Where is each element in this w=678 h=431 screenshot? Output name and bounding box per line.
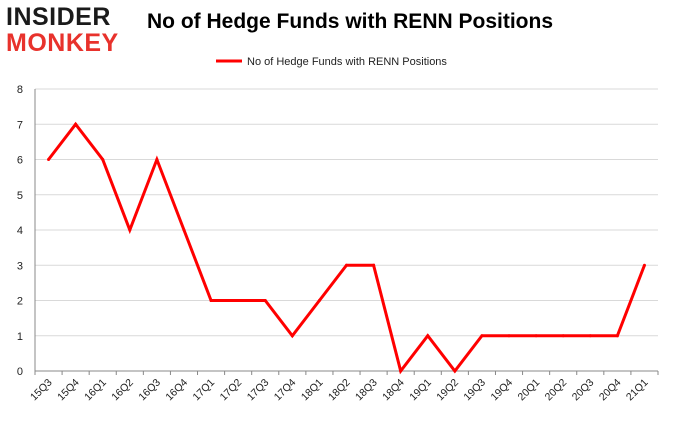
data-point — [642, 263, 646, 267]
data-point — [263, 299, 267, 302]
x-tick-label: 18Q4 — [380, 377, 407, 404]
x-tick-label: 15Q3 — [28, 377, 55, 404]
x-tick-label: 20Q4 — [597, 377, 624, 404]
chart-title: No of Hedge Funds with RENN Positions — [147, 10, 553, 33]
x-tick-label: 18Q3 — [353, 377, 380, 404]
y-tick-label: 5 — [17, 190, 23, 202]
x-tick-label: 18Q1 — [299, 377, 326, 404]
data-point — [345, 263, 348, 267]
x-tick-label: 17Q1 — [191, 377, 218, 404]
data-point — [236, 299, 240, 302]
x-tick-label: 16Q2 — [109, 377, 136, 404]
data-point — [155, 158, 159, 161]
logo-line-1: INSIDER — [6, 3, 111, 31]
data-point — [74, 122, 78, 126]
y-tick-label: 2 — [17, 296, 23, 308]
data-point — [128, 228, 132, 232]
data-point — [290, 334, 294, 338]
data-point — [561, 334, 565, 338]
data-point — [317, 299, 321, 302]
data-point — [426, 334, 430, 338]
data-point — [399, 369, 403, 373]
x-tick-label: 20Q2 — [543, 377, 570, 404]
x-tick-label: 15Q4 — [55, 377, 82, 404]
y-tick-label: 4 — [17, 225, 23, 237]
x-tick-label: 16Q4 — [163, 377, 190, 404]
gridlines — [35, 88, 658, 337]
x-tick-label: 19Q3 — [461, 377, 488, 404]
x-tick-label: 20Q1 — [516, 377, 543, 404]
axes — [34, 89, 659, 375]
data-point — [507, 334, 511, 338]
x-tick-label: 19Q1 — [407, 377, 434, 404]
x-tick-label: 18Q2 — [326, 377, 353, 404]
logo-line-2: MONKEY — [6, 29, 119, 57]
data-point — [480, 334, 484, 338]
data-point — [47, 158, 51, 161]
y-tick-label: 7 — [17, 119, 23, 131]
x-tick-label: 17Q3 — [245, 377, 272, 404]
insider-monkey-logo: INSIDER MONKEY — [6, 4, 128, 58]
y-tick-labels: 0 1 2 3 4 5 6 7 8 — [17, 84, 23, 378]
x-tick-label: 19Q2 — [434, 377, 461, 404]
data-point — [182, 228, 186, 232]
x-tick-label: 17Q2 — [218, 377, 245, 404]
data-point — [534, 334, 538, 338]
x-tick-label: 20Q3 — [570, 377, 597, 404]
data-point — [588, 334, 592, 338]
y-tick-label: 3 — [17, 260, 23, 272]
x-tick-label: 17Q4 — [272, 377, 299, 404]
y-tick-label: 8 — [17, 84, 23, 96]
y-tick-label: 6 — [17, 155, 23, 167]
y-tick-label: 1 — [17, 331, 23, 343]
x-tick-label: 16Q1 — [82, 377, 109, 404]
x-tick-label: 21Q1 — [624, 377, 651, 404]
data-point — [101, 158, 105, 161]
data-point — [453, 369, 457, 373]
series-line — [47, 121, 646, 375]
data-point — [372, 263, 376, 267]
legend: No of Hedge Funds with RENN Positions — [216, 56, 447, 68]
data-point — [209, 299, 213, 302]
x-tick-label: 16Q3 — [136, 377, 163, 404]
x-tick-labels: 15Q3 15Q4 16Q1 16Q2 16Q3 16Q4 17Q1 17Q2 17Q3 17Q4… — [28, 377, 651, 404]
series-layer — [47, 121, 646, 375]
data-point — [615, 334, 619, 338]
x-tick-label: 19Q4 — [488, 377, 515, 404]
y-tick-label: 0 — [17, 366, 23, 378]
legend-label: No of Hedge Funds with RENN Positions — [247, 56, 447, 68]
